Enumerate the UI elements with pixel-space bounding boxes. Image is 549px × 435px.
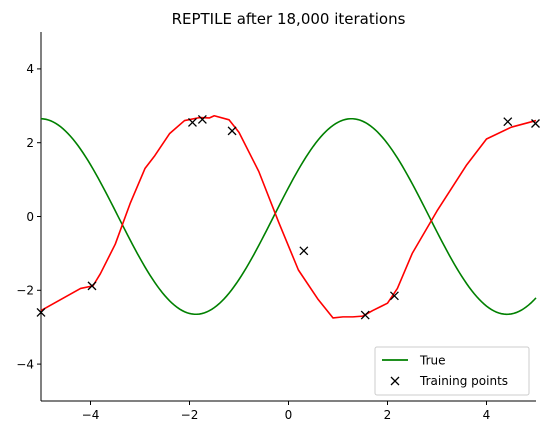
- legend-training-points-label: Training points: [419, 374, 508, 388]
- training-point-markers: [36, 114, 540, 320]
- chart-title: REPTILE after 18,000 iterations: [172, 10, 406, 28]
- training-point: [87, 281, 97, 291]
- training-point: [389, 291, 399, 301]
- plot-lines: [40, 114, 537, 319]
- training-point: [299, 246, 309, 256]
- legend: True Training points: [374, 346, 530, 396]
- y-tick-label: 4: [26, 62, 34, 76]
- y-tick-label: −4: [16, 357, 34, 371]
- x-tick-label: 0: [285, 408, 293, 422]
- prediction-line: [40, 114, 537, 319]
- axes: [40, 32, 536, 402]
- legend-true-label: True: [419, 354, 446, 368]
- ticks: −4 −2 0 2 4 −4 −2 0 2 4: [16, 62, 490, 422]
- y-tick-label: −2: [16, 284, 34, 298]
- x-tick-label: −2: [181, 408, 199, 422]
- x-tick-label: −4: [82, 408, 100, 422]
- training-point: [188, 117, 197, 127]
- true-curve-line: [40, 117, 537, 316]
- legend-training-points-marker: [390, 376, 400, 386]
- training-point: [197, 114, 207, 124]
- legend-box: [374, 346, 530, 396]
- y-tick-label: 0: [26, 210, 34, 224]
- y-tick-label: 2: [26, 136, 34, 150]
- training-point: [531, 119, 540, 128]
- x-tick-label: 2: [384, 408, 392, 422]
- training-point: [227, 126, 237, 136]
- training-point: [360, 310, 370, 320]
- training-point: [36, 307, 46, 317]
- x-tick-label: 4: [483, 408, 491, 422]
- training-point: [503, 117, 513, 127]
